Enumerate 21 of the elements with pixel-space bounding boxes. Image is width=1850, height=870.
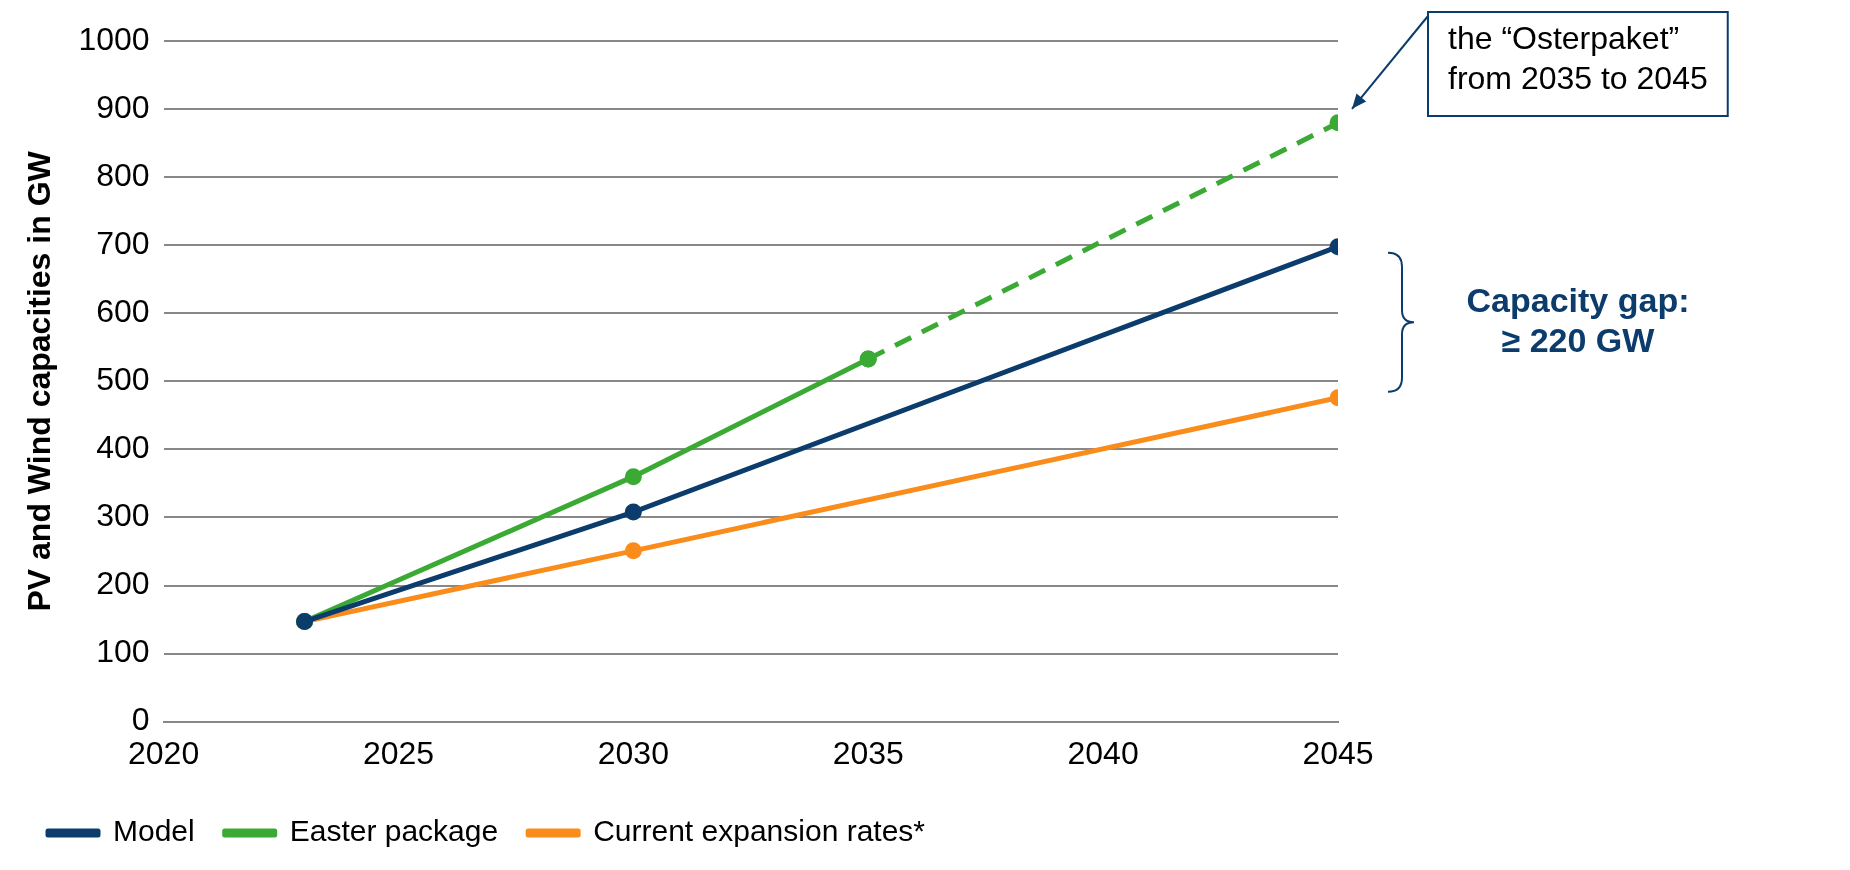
y-tick-label: 1000	[78, 21, 150, 58]
legend-label: Model	[113, 814, 195, 848]
text: the “Osterpaket” from 2035 to 2045	[1448, 19, 1708, 96]
y-tick-label: 800	[96, 157, 150, 194]
y-tick-label: 100	[96, 633, 150, 670]
y-tick-label: 600	[96, 293, 150, 330]
x-tick-label: 2025	[362, 734, 435, 771]
y-tick-label: 200	[96, 565, 150, 602]
y-tick-label: 700	[96, 225, 150, 262]
x-tick-label: 2030	[597, 734, 669, 771]
legend-label: Current expansion rates*	[593, 814, 926, 848]
text: Capacity gap: ≥ 220 GW	[1466, 280, 1690, 359]
y-tick-label: 900	[96, 89, 150, 126]
x-tick-label: 2045	[1302, 734, 1374, 771]
x-tick-label: 2035	[832, 734, 904, 771]
y-axis-title: PV and Wind capacities in GW	[21, 150, 58, 612]
x-tick-label: 2040	[1067, 734, 1139, 771]
y-tick-label: 300	[96, 497, 150, 534]
y-tick-label: 500	[96, 361, 150, 398]
y-tick-label: 400	[96, 429, 150, 466]
legend-label: Easter package	[289, 814, 499, 848]
